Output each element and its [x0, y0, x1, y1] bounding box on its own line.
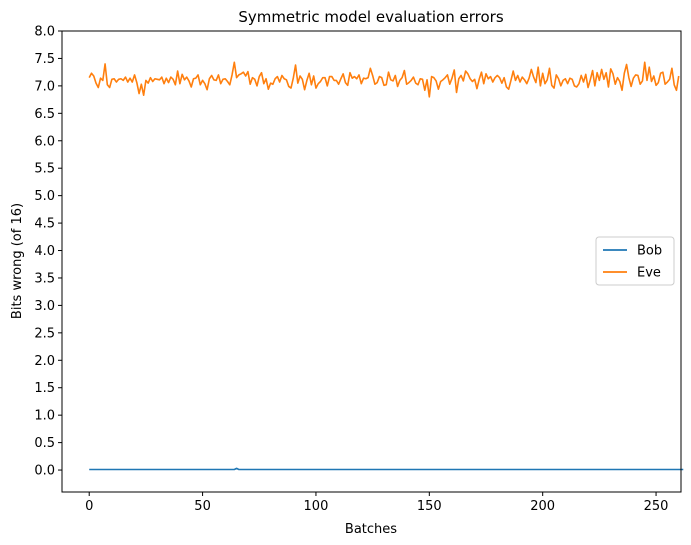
y-tick-label: 3.0 [34, 299, 55, 314]
x-tick-label: 150 [417, 499, 442, 514]
y-tick-label: 0.5 [34, 436, 55, 451]
axes-layer: 0 50 100 150 200 250 0.0 0.5 1.0 1.5 2.0 2.5 3.0 3.5 4… [34, 25, 682, 514]
y-tick-label: 7.5 [34, 52, 55, 67]
legend-label-bob: Bob [637, 244, 662, 259]
legend-label-eve: Eve [637, 266, 661, 281]
y-tick-label: 2.0 [34, 354, 55, 369]
chart-title: Symmetric model evaluation errors [238, 8, 504, 26]
y-tick-label: 4.0 [34, 244, 55, 259]
y-tick-label: 1.5 [34, 381, 55, 396]
y-tick-label: 5.5 [34, 162, 55, 177]
y-tick-label: 4.5 [34, 217, 55, 232]
x-tick-label: 50 [194, 499, 211, 514]
y-tick-label: 7.0 [34, 79, 55, 94]
y-tick-label: 6.5 [34, 107, 55, 122]
y-tick-label: 8.0 [34, 25, 55, 40]
y-axis-label: Bits wrong (of 16) [10, 203, 25, 319]
series-line-bob [89, 467, 684, 471]
y-tick-label: 3.5 [34, 271, 55, 286]
x-tick-label: 100 [304, 499, 329, 514]
series-line-eve [88, 61, 680, 98]
x-tick-label: 250 [644, 499, 669, 514]
y-tick-label: 6.0 [34, 134, 55, 149]
y-tick-label: 2.5 [34, 326, 55, 341]
y-tick-label: 0.0 [34, 464, 55, 479]
x-axis-label: Batches [345, 522, 397, 537]
x-tick-label: 200 [530, 499, 555, 514]
series-layer [88, 61, 684, 471]
x-tick-label: 0 [85, 499, 93, 514]
y-tick-label: 1.0 [34, 409, 55, 424]
axes-frame [61, 30, 682, 493]
legend-box [595, 236, 675, 286]
y-tick-label: 5.0 [34, 189, 55, 204]
legend: Bob Eve [595, 236, 675, 286]
